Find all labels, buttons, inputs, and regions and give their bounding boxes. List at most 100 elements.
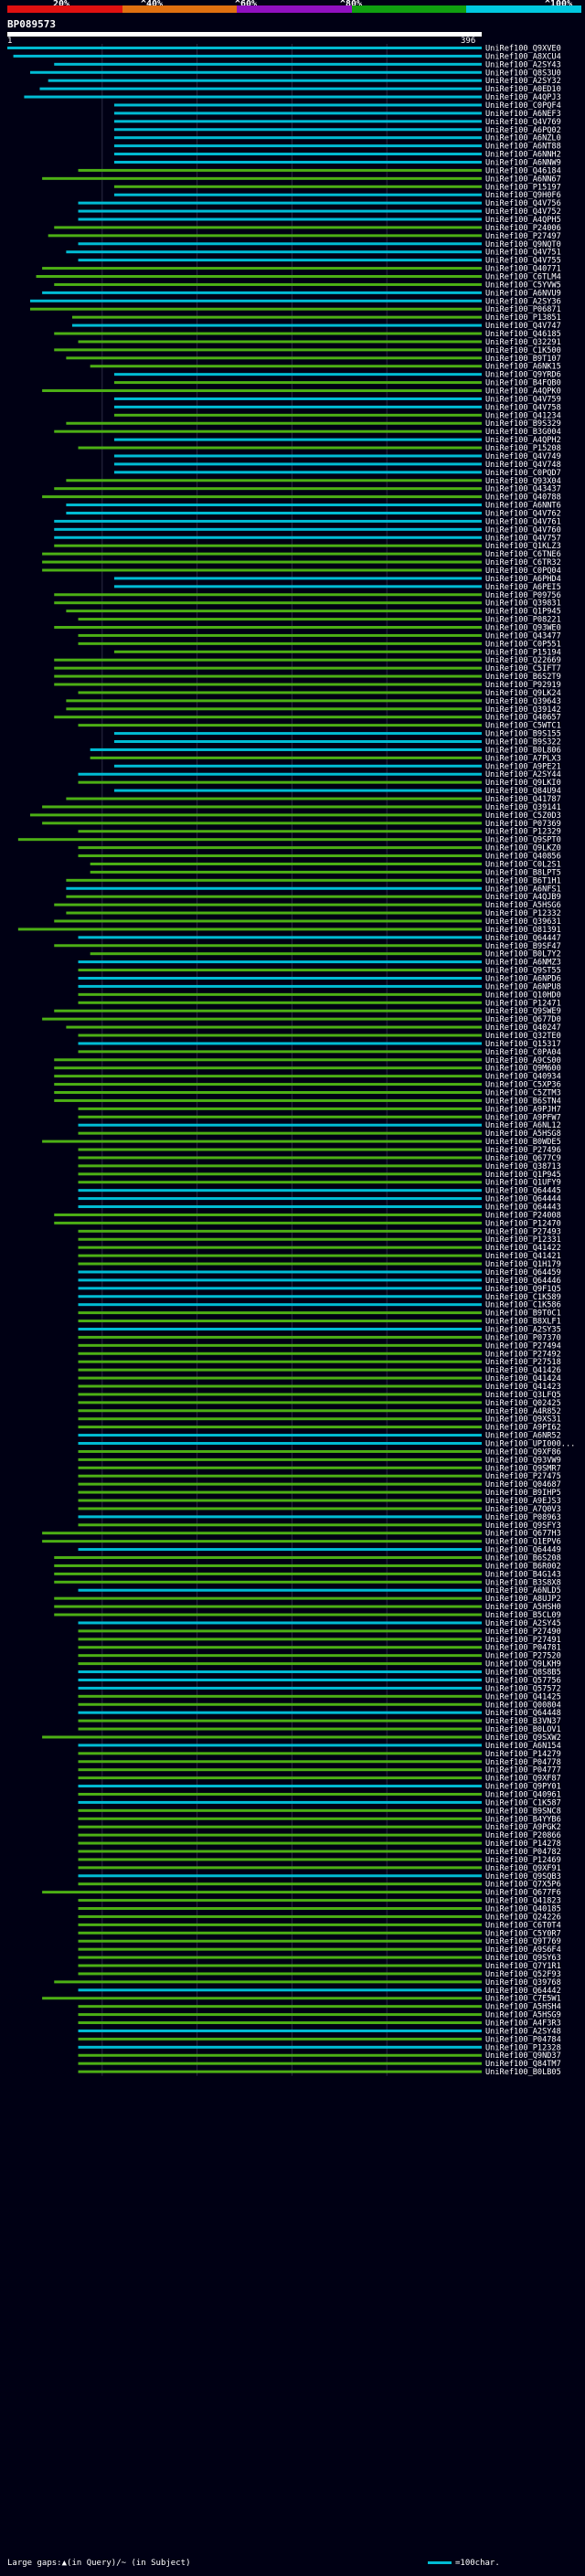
hit-label: UniRef100_P27494 — [485, 1341, 561, 1351]
hit-label: UniRef100_Q1P945 — [485, 1171, 561, 1180]
hit-bar — [54, 282, 482, 286]
hit-label: UniRef100_C7E5W1 — [485, 1995, 561, 2004]
hit-bar — [29, 70, 482, 74]
hit-bar — [78, 1107, 483, 1110]
hit-bar — [78, 724, 483, 727]
hit-label: UniRef100_A4QPH5 — [485, 216, 561, 225]
hit-bar — [113, 397, 482, 400]
hit-label: UniRef100_Q9LK24 — [485, 689, 561, 698]
hit-bar — [54, 535, 482, 539]
hit-bar — [78, 1670, 483, 1674]
hit-label: UniRef100_A6NR52 — [485, 1432, 561, 1441]
hit-label: UniRef100_Q41234 — [485, 411, 561, 420]
hit-label: UniRef100_Q39141 — [485, 803, 561, 812]
hit-bar — [78, 1417, 483, 1421]
hit-label: UniRef100_P15197 — [485, 183, 561, 192]
hit-label: UniRef100_UPI000... — [485, 1439, 575, 1448]
hit-bar — [78, 1376, 483, 1380]
hit-label: UniRef100_A5HSG9 — [485, 2011, 561, 2020]
hit-bar — [54, 1091, 482, 1095]
hit-label: UniRef100_Q38713 — [485, 1162, 561, 1171]
hit-label: UniRef100_Q57572 — [485, 1684, 561, 1693]
hit-bar — [78, 1205, 483, 1209]
hit-label: UniRef100_Q64459 — [485, 1268, 561, 1277]
hit-bar — [66, 421, 483, 425]
hit-label: UniRef100_A7Q0V3 — [485, 1505, 561, 1514]
hit-label: UniRef100_A6PEI5 — [485, 583, 561, 592]
scale-legend: =100char. — [428, 2559, 500, 2568]
hit-label: UniRef100_B9S322 — [485, 738, 561, 747]
hit-bar — [78, 1156, 483, 1160]
hit-label: UniRef100_A6N154 — [485, 1742, 561, 1751]
hit-bar — [78, 1638, 483, 1641]
hit-bar — [90, 747, 482, 751]
hit-label: UniRef100_P12329 — [485, 828, 561, 837]
hit-label: UniRef100_B0WDE5 — [485, 1138, 561, 1147]
hit-label: UniRef100_Q9ND37 — [485, 2051, 561, 2061]
hit-bar — [78, 1034, 483, 1037]
hit-bar — [78, 633, 483, 637]
hit-label: UniRef100_P04781 — [485, 1644, 561, 1653]
hit-label: UniRef100_A5HSG8 — [485, 1129, 561, 1139]
hit-label: UniRef100_P12471 — [485, 999, 561, 1008]
hit-label: UniRef100_B6S2T9 — [485, 673, 561, 682]
hit-bar — [113, 454, 482, 458]
hit-label: UniRef100_A4F3R3 — [485, 2019, 561, 2029]
hit-bar — [66, 250, 483, 254]
hit-bar — [78, 1719, 483, 1723]
hit-bar — [113, 405, 482, 408]
hit-label: UniRef100_C0L2S1 — [485, 860, 561, 869]
hit-label: UniRef100_Q64449 — [485, 1546, 561, 1555]
hit-bar — [78, 2037, 483, 2041]
hit-label: UniRef100_B3G004 — [485, 428, 561, 437]
hit-label: UniRef100_Q40961 — [485, 1790, 561, 1799]
hit-bar — [78, 772, 483, 776]
hit-label: UniRef100_Q93X04 — [485, 477, 561, 486]
hit-bar — [113, 471, 482, 474]
hit-bar — [54, 62, 482, 66]
hit-bar — [78, 2029, 483, 2032]
hit-bar — [54, 716, 482, 719]
hit-label: UniRef100_Q9M600 — [485, 1065, 561, 1074]
hit-bar — [66, 878, 483, 882]
hit-label: UniRef100_P07370 — [485, 1333, 561, 1342]
hit-bar — [78, 1148, 483, 1151]
hit-label: UniRef100_Q677C9 — [485, 1154, 561, 1163]
hit-bar — [78, 1800, 483, 1804]
hit-bar — [78, 1899, 483, 1903]
hit-label: UniRef100_Q64444 — [485, 1195, 561, 1204]
hit-label: UniRef100_Q32291 — [485, 338, 561, 347]
hit-bar — [42, 1540, 483, 1543]
hit-bar — [78, 1972, 483, 1976]
hit-label: UniRef100_A9CS00 — [485, 1056, 561, 1065]
hit-label: UniRef100_O81391 — [485, 926, 561, 935]
hit-bar — [78, 1320, 483, 1323]
hit-bar — [78, 1727, 483, 1731]
hit-bar — [78, 1123, 483, 1127]
hit-label: UniRef100_P27475 — [485, 1472, 561, 1481]
scale-segment-100 — [466, 5, 581, 13]
hit-bar — [78, 1441, 483, 1445]
hit-label: UniRef100_A7PLX3 — [485, 754, 561, 763]
hit-bar — [78, 1923, 483, 1926]
hit-label: UniRef100_A8UJP2 — [485, 1595, 561, 1604]
hit-label: UniRef100_C6TLM4 — [485, 273, 561, 282]
hit-label: UniRef100_P04782 — [485, 1848, 561, 1857]
query-start: 1 — [7, 37, 13, 46]
hit-bar — [54, 1098, 482, 1102]
hit-label: UniRef100_B9SNC8 — [485, 1807, 561, 1816]
hit-label: UniRef100_Q9XF91 — [485, 1864, 561, 1873]
hit-label: UniRef100_Q9H0F6 — [485, 191, 561, 200]
hit-label: UniRef100_B6STN4 — [485, 1097, 561, 1106]
hit-bar — [54, 1213, 482, 1216]
hit-label: UniRef100_Q84TM7 — [485, 2060, 561, 2069]
hit-bar — [78, 1988, 483, 1992]
hit-bar — [78, 1646, 483, 1649]
hit-label: UniRef100_Q1EPV6 — [485, 1538, 561, 1547]
hit-bar — [113, 193, 482, 196]
hit-label: UniRef100_Q1KLZ3 — [485, 542, 561, 551]
hit-label: UniRef100_P04784 — [485, 2035, 561, 2044]
hit-label: UniRef100_Q41421 — [485, 1252, 561, 1261]
hit-bar — [78, 2005, 483, 2009]
hit-label: UniRef100_Q9YRD6 — [485, 371, 561, 380]
